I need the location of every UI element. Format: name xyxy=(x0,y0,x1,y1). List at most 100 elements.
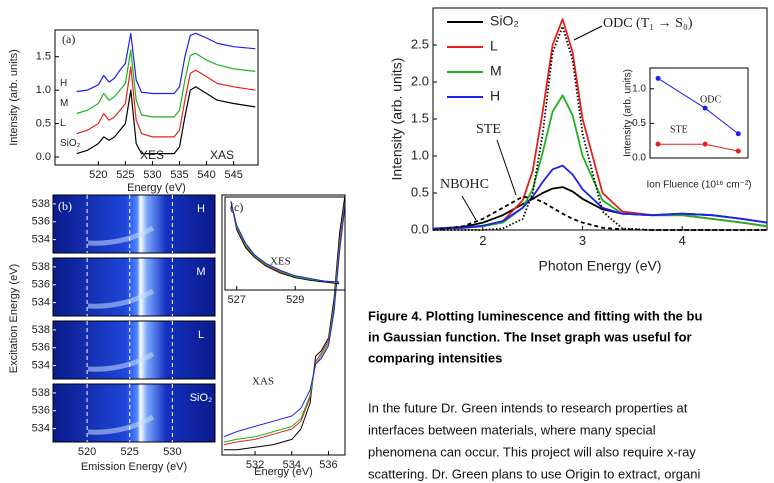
series-label: ODC xyxy=(700,94,721,105)
x-tick-label: 529 xyxy=(286,294,304,306)
series-label: STE xyxy=(670,124,688,135)
plot-frame xyxy=(54,29,259,166)
body-text: In the future Dr. Green intends to resea… xyxy=(368,400,700,481)
body-line: interfaces between materials, where many… xyxy=(368,422,656,437)
series-line xyxy=(230,201,340,284)
plot-frame xyxy=(224,196,346,291)
data-point xyxy=(735,131,741,137)
y-tick-label: 0.0 xyxy=(632,153,646,164)
panel-label: H xyxy=(197,203,205,215)
heatmap-feature xyxy=(87,414,155,435)
annotation-arrow xyxy=(496,139,517,196)
caption-line: comparing intensities xyxy=(368,350,502,365)
heatmap-panel xyxy=(53,258,215,316)
heatmap-feature xyxy=(87,288,155,309)
y-tick-label: 2.5 xyxy=(411,36,429,51)
y-tick-label: 0.5 xyxy=(411,184,429,199)
x-tick-label: 3 xyxy=(579,233,586,248)
annotation-arrow xyxy=(573,25,603,41)
plot-frame xyxy=(52,383,216,443)
y-tick-label: 534 xyxy=(32,360,50,372)
y-tick-label: 1.5 xyxy=(36,51,51,63)
heatmap-panel xyxy=(53,195,215,253)
caption-line: in Gaussian function. The Inset graph wa… xyxy=(368,329,692,344)
series-line xyxy=(432,94,768,230)
x-tick-label: 540 xyxy=(197,169,215,181)
series-label: H xyxy=(60,78,67,89)
x-tick-label: 2 xyxy=(479,233,486,248)
y-tick-label: 1.5 xyxy=(411,110,429,125)
legend-label: M xyxy=(490,63,502,79)
data-point xyxy=(735,148,741,154)
body-line: scattering. Dr. Green plans to use Origi… xyxy=(368,466,700,481)
annotation: XES xyxy=(140,148,164,162)
heatmap-feature xyxy=(87,225,155,246)
panel-label: L xyxy=(198,329,204,341)
caption: Figure 4. Plotting luminescence and fitt… xyxy=(368,308,702,365)
x-tick-label: 530 xyxy=(163,446,181,458)
x-tick-label: 4 xyxy=(679,233,686,248)
y-tick-label: 536 xyxy=(32,279,50,291)
legend-label: L xyxy=(490,38,498,54)
heatmap-panel xyxy=(53,321,215,379)
plot-frame xyxy=(221,194,346,456)
x-tick-label: 525 xyxy=(116,169,134,181)
x-tick-label: 520 xyxy=(89,169,107,181)
series-label: L xyxy=(60,118,66,129)
annotation: XAS xyxy=(210,148,234,162)
panel-label: (a) xyxy=(62,32,75,46)
series-line xyxy=(76,86,256,155)
y-tick-label: 1.0 xyxy=(36,84,51,96)
x-tick-label: 520 xyxy=(78,446,96,458)
series-line xyxy=(76,66,256,138)
x-tick-label: 545 xyxy=(224,169,242,181)
y-tick-label: 536 xyxy=(32,216,50,228)
series-label: SiO₂ xyxy=(60,138,81,149)
body-line: In the future Dr. Green intends to resea… xyxy=(368,400,688,415)
annotation: ODC (T₁ → S₀) xyxy=(603,16,693,31)
y-tick-label: 1.0 xyxy=(632,83,646,94)
panel-label: (c) xyxy=(230,200,243,214)
x-tick-label: 535 xyxy=(170,169,188,181)
y-tick-label: 536 xyxy=(32,342,50,354)
series-line xyxy=(76,32,256,95)
series-line xyxy=(432,195,767,231)
series-line xyxy=(223,205,346,438)
series-label: M xyxy=(60,98,68,109)
y-tick-label: 0.5 xyxy=(36,117,51,129)
y-axis-label: Intensity (arb. units) xyxy=(623,69,634,157)
x-tick-label: 534 xyxy=(283,459,301,471)
y-axis-label: Intensity (arb. units) xyxy=(8,49,20,146)
series-line xyxy=(230,201,340,283)
plot-background xyxy=(650,68,748,158)
annotation-arrow xyxy=(461,195,477,221)
x-tick-label: 532 xyxy=(246,459,264,471)
y-tick-label: 1.0 xyxy=(411,147,429,162)
y-tick-label: 534 xyxy=(32,423,50,435)
series-line xyxy=(76,49,256,118)
y-tick-label: 534 xyxy=(32,297,50,309)
caption-line: Figure 4. Plotting luminescence and fitt… xyxy=(368,308,702,323)
plot-frame xyxy=(52,257,216,317)
series-line xyxy=(230,201,340,284)
x-axis-label: Emission Energy (eV) xyxy=(81,461,187,473)
data-point xyxy=(655,141,661,147)
annotation: XES xyxy=(270,256,291,268)
y-tick-label: 0.0 xyxy=(411,221,429,236)
panel-label: M xyxy=(196,266,205,278)
x-tick-label: 530 xyxy=(143,169,161,181)
plot-frame xyxy=(52,194,216,254)
series-line xyxy=(223,194,346,451)
y-tick-label: 536 xyxy=(32,405,50,417)
y-tick-label: 538 xyxy=(32,261,50,273)
series-line xyxy=(432,164,768,230)
x-axis-label: Energy (eV) xyxy=(127,182,186,194)
y-tick-label: 538 xyxy=(32,387,50,399)
annotation: STE xyxy=(476,122,501,137)
plot-frame xyxy=(649,67,749,159)
x-tick-label: 527 xyxy=(228,294,246,306)
y-tick-label: 0.0 xyxy=(36,151,51,163)
data-point xyxy=(702,141,708,147)
